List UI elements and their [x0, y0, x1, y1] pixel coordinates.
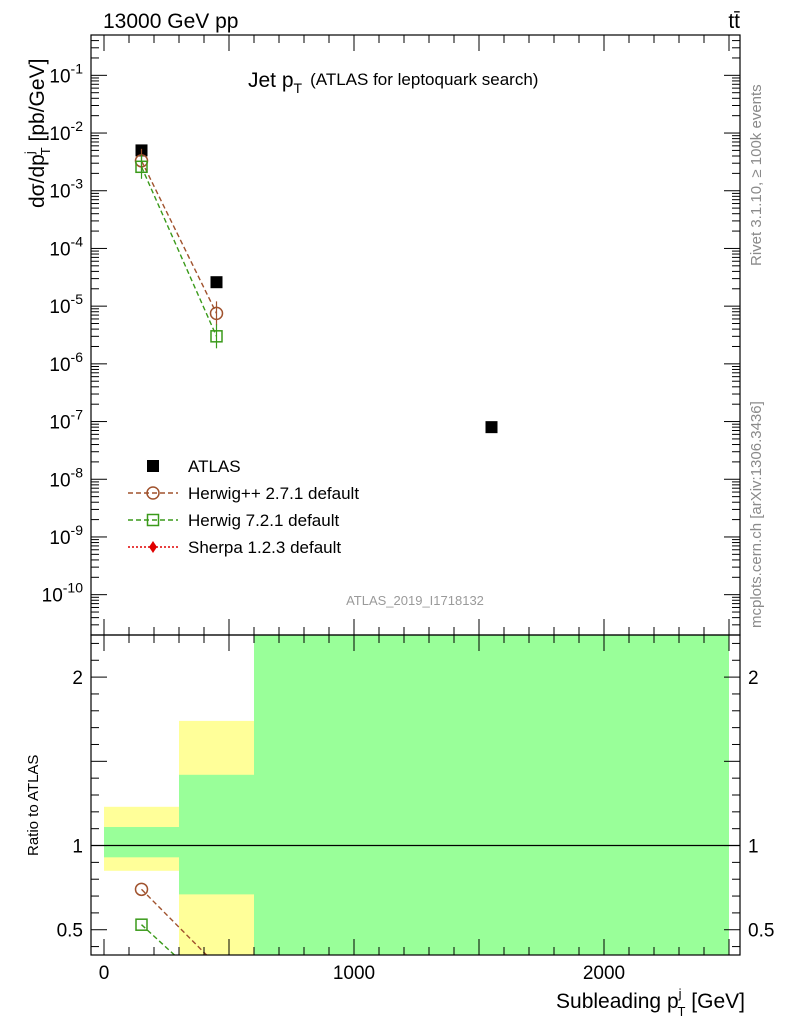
y-tick-label: 10-4 — [49, 233, 83, 260]
legend-marker-0 — [147, 460, 159, 472]
y-tick-label: 10-1 — [49, 60, 83, 87]
ratio-point-0-0 — [134, 882, 149, 897]
legend-label-1: Herwig++ 2.7.1 default — [188, 484, 359, 503]
legend: ATLAS Herwig++ 2.7.1 default Herwig 7.2.1 … — [128, 457, 359, 557]
ratio-bands — [104, 635, 729, 955]
ratio-point-1-1 — [211, 988, 222, 999]
uncertainty-band-green-1 — [179, 774, 254, 895]
x-tick-label: 0 — [99, 963, 110, 984]
legend-label-3: Sherpa 1.2.3 default — [188, 538, 341, 557]
ratio-y-tick-label-right: 0.5 — [748, 921, 774, 942]
ratio-point-1-0 — [135, 918, 148, 931]
main-point-0-1 — [210, 276, 223, 289]
uncertainty-band-green-2 — [254, 635, 729, 955]
legend-marker-1 — [146, 486, 160, 500]
y-tick-label: 10-9 — [49, 522, 83, 549]
y-axis-label: dσ/dpjT [pb/GeV] — [22, 59, 53, 208]
main-series — [134, 144, 498, 434]
uncertainty-band-green-0 — [104, 827, 179, 858]
x-tick-label: 2000 — [583, 963, 625, 984]
main-point-1-1 — [209, 306, 224, 321]
ratio-y-tick-label-left: 2 — [72, 668, 83, 689]
ratio-point-0-1 — [211, 959, 223, 971]
main-point-0-2 — [485, 421, 498, 434]
y-tick-label: 10-3 — [49, 176, 83, 203]
main-line-1 — [140, 160, 218, 314]
y-tick-label: 10-7 — [49, 407, 83, 434]
y-tick-label: 10-2 — [49, 118, 83, 145]
main-point-2-0 — [135, 160, 148, 174]
header-left: 13000 GeV pp — [103, 10, 238, 33]
x-axis-label: Subleading pj T [GeV] — [556, 986, 745, 1019]
analysis-watermark: ATLAS_2019_I1718132 — [346, 593, 484, 608]
y-tick-label: 10-5 — [49, 291, 83, 318]
axis-ticks: 10-1 10-2 10-3 10-4 10-5 10-6 10-7 10-8 10-9 10-1… — [42, 34, 774, 984]
y-tick-label: 10-6 — [49, 349, 83, 376]
ratio-y-tick-label-right: 2 — [748, 668, 759, 689]
ratio-y-tick-label-right: 1 — [748, 837, 759, 858]
main-line-2 — [140, 166, 218, 337]
legend-marker-3 — [149, 541, 157, 553]
mcplots-label: mcplots.cern.ch [arXiv:1306.3436] — [748, 401, 765, 628]
ratio-line-1 — [141, 924, 176, 955]
legend-label-0: ATLAS — [188, 457, 241, 476]
y-tick-label: 10-10 — [42, 580, 84, 607]
ratio-axis-label: Ratio to ATLAS — [25, 755, 42, 856]
ratio-y-tick-label-left: 0.5 — [57, 921, 83, 942]
y-tick-label: 10-8 — [49, 464, 83, 491]
legend-marker-2 — [146, 513, 160, 527]
legend-label-2: Herwig 7.2.1 default — [188, 511, 339, 530]
x-tick-label: 1000 — [333, 963, 375, 984]
plot-title: Jet pT (ATLAS for leptoquark search) — [248, 69, 538, 96]
header-right: tt̄ — [728, 10, 740, 33]
ratio-y-tick-label-left: 1 — [72, 837, 83, 858]
rivet-label: Rivet 3.1.10, ≥ 100k events — [748, 84, 765, 266]
main-point-2-1 — [210, 330, 223, 343]
